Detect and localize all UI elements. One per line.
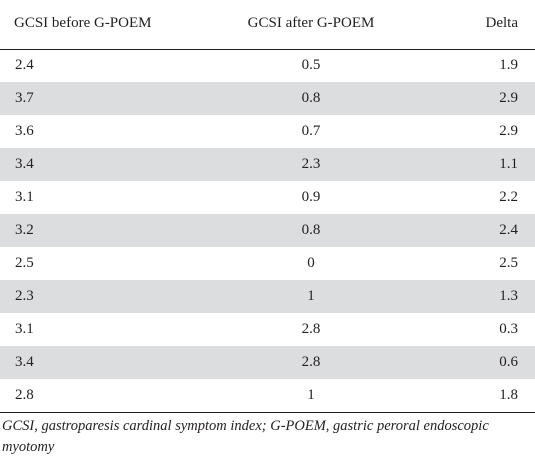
cell-gcsi-before: 3.4 [0, 346, 186, 379]
cell-delta: 2.4 [436, 214, 535, 247]
cell-delta: 1.8 [436, 379, 535, 413]
cell-gcsi-after: 1 [186, 280, 436, 313]
cell-delta: 1.9 [499, 57, 518, 74]
table-body: 2.4 0.5 1.9 3.7 0.8 2.9 3.6 0.7 2.9 3.4 … [0, 49, 535, 413]
cell-delta: 0.6 [436, 346, 535, 379]
cell-gcsi-before: 3.1 [15, 321, 34, 337]
cell-delta: 2.5 [499, 255, 518, 271]
cell-gcsi-after: 2.3 [186, 148, 436, 181]
header-gcsi-before: GCSI before G-POEM [0, 0, 186, 50]
cell-gcsi-after: 0.9 [301, 189, 321, 205]
cell-delta: 0.3 [499, 321, 518, 337]
table-header: GCSI before G-POEM GCSI after G-POEM Del… [0, 0, 535, 50]
cell-delta: 1.1 [436, 148, 535, 181]
cell-gcsi-after: 0.8 [186, 214, 436, 247]
cell-gcsi-after: 1 [186, 379, 436, 413]
table-row: 3.4 2.3 1.1 [0, 148, 535, 181]
cell-gcsi-before: 3.6 [15, 123, 34, 139]
table-row: 2.4 0.5 1.9 [0, 49, 535, 82]
cell-gcsi-after: 0 [307, 255, 315, 271]
table-row: 3.6 0.7 2.9 [0, 115, 535, 148]
cell-delta: 2.9 [436, 82, 535, 115]
cell-gcsi-after: 0.7 [301, 123, 321, 139]
table-row: 3.1 0.9 2.2 [0, 181, 535, 214]
table-row: 2.3 1 1.3 [0, 280, 535, 313]
cell-gcsi-after: 2.8 [301, 321, 321, 337]
cell-delta: 2.2 [499, 189, 518, 205]
cell-gcsi-before: 3.1 [15, 189, 34, 205]
table-row: 3.2 0.8 2.4 [0, 214, 535, 247]
gcsi-table: GCSI before G-POEM GCSI after G-POEM Del… [0, 0, 535, 413]
table-row: 3.7 0.8 2.9 [0, 82, 535, 115]
header-row: GCSI before G-POEM GCSI after G-POEM Del… [0, 0, 535, 50]
table-footnote: GCSI, gastroparesis cardinal symptom ind… [2, 417, 489, 455]
table-row: 2.5 0 2.5 [0, 247, 535, 280]
cell-gcsi-before: 2.8 [0, 379, 186, 413]
cell-delta: 1.3 [436, 280, 535, 313]
cell-gcsi-before: 2.3 [0, 280, 186, 313]
table-row: 2.8 1 1.8 [0, 379, 535, 413]
cell-gcsi-after: 2.8 [186, 346, 436, 379]
table-row: 3.4 2.8 0.6 [0, 346, 535, 379]
cell-gcsi-before: 2.4 [15, 57, 34, 74]
cell-delta: 2.9 [499, 123, 518, 139]
header-gcsi-after: GCSI after G-POEM [186, 0, 436, 50]
header-delta: Delta [436, 0, 535, 50]
cell-gcsi-after: 0.5 [301, 57, 321, 74]
table-row: 3.1 2.8 0.3 [0, 313, 535, 346]
cell-gcsi-before: 3.7 [0, 82, 186, 115]
cell-gcsi-before: 2.5 [15, 255, 34, 271]
cell-gcsi-after: 0.8 [186, 82, 436, 115]
cell-gcsi-before: 3.2 [0, 214, 186, 247]
cell-gcsi-before: 3.4 [0, 148, 186, 181]
